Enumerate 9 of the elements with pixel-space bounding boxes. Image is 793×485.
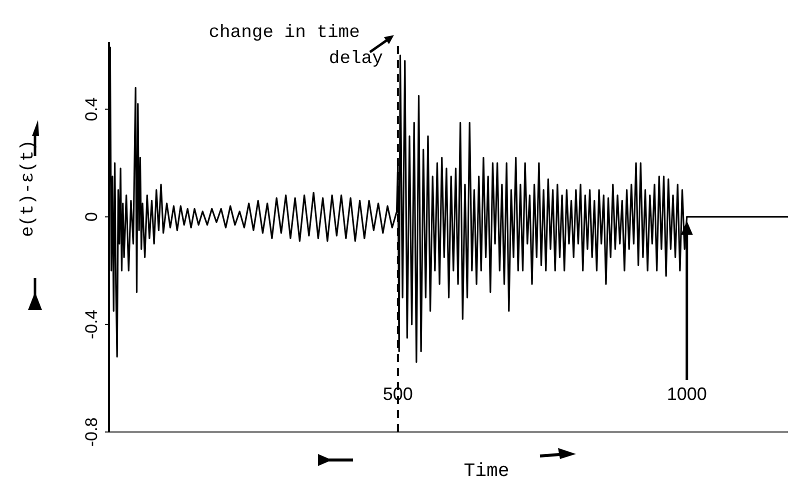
- y-tick-label: -0.4: [82, 310, 101, 340]
- x-axis-title: Time: [464, 460, 510, 482]
- x-tick-label: 500: [382, 384, 413, 404]
- y-axis-title: e(t)-ε(t): [18, 140, 38, 237]
- y-tick-label: 0.4: [82, 97, 101, 122]
- y-tick-label: -0.8: [82, 417, 101, 447]
- y-tick-label: 0: [82, 212, 101, 222]
- annotation: change in time delay: [208, 23, 384, 70]
- x-tick-label: 1000: [666, 384, 707, 404]
